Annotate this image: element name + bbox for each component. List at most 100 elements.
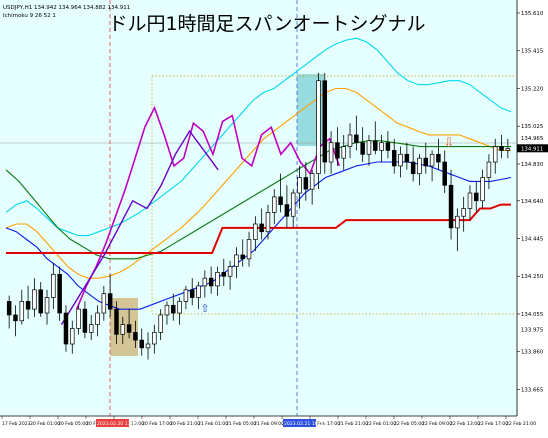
candle-body xyxy=(316,80,321,175)
time-tick-label: 22 Feb 09:00 xyxy=(422,421,452,427)
candle xyxy=(82,301,88,339)
candle xyxy=(442,150,447,194)
candle xyxy=(265,204,271,240)
price-tick-label: 135.415 xyxy=(521,49,543,55)
candle-body xyxy=(398,153,403,167)
price-level-label: 133.975 xyxy=(521,327,543,333)
candle xyxy=(171,293,176,321)
candle xyxy=(246,231,252,267)
candle-body xyxy=(107,293,113,310)
candle-body xyxy=(272,196,277,213)
candle xyxy=(398,146,403,178)
candle xyxy=(158,309,163,341)
candle-body xyxy=(57,273,62,314)
price-tick-label: 134.055 xyxy=(521,312,543,318)
candle xyxy=(297,165,302,209)
candle xyxy=(272,189,277,224)
candle-body xyxy=(366,140,372,155)
series-line-inner_band xyxy=(5,140,511,260)
candle xyxy=(499,134,504,159)
candle xyxy=(38,282,43,317)
candle-body xyxy=(410,161,416,175)
candle-body xyxy=(240,254,245,260)
candle xyxy=(278,173,283,213)
candle-body xyxy=(208,277,214,287)
candle xyxy=(133,320,138,348)
candle xyxy=(70,320,75,354)
candle-body xyxy=(385,142,391,151)
candle xyxy=(107,274,113,317)
candle xyxy=(76,305,81,335)
symbol-info: USDJPY,H1 134.942 134.964 134.882 134.91… xyxy=(3,5,130,11)
candle-body xyxy=(183,289,189,302)
candle-body xyxy=(19,301,25,322)
candle xyxy=(183,285,189,310)
candle-body xyxy=(278,196,283,205)
candle xyxy=(461,196,466,232)
candle xyxy=(341,134,346,170)
price-tick-label: 134.830 xyxy=(521,162,544,168)
candle-body xyxy=(429,153,435,167)
candle-body xyxy=(70,328,75,345)
time-tick-label: 22 Feb 17:00 xyxy=(478,421,508,427)
candle-body xyxy=(145,343,151,349)
candle xyxy=(177,297,182,325)
time-tick-label: 20 Feb 21:00 xyxy=(170,421,200,427)
candle xyxy=(114,301,119,344)
candle xyxy=(88,314,94,341)
candle xyxy=(19,289,25,325)
candle-body xyxy=(6,301,12,316)
candle-body xyxy=(139,339,144,349)
candle xyxy=(467,185,473,221)
candle xyxy=(6,295,12,329)
price-tick-label: 135.025 xyxy=(521,124,543,130)
candle-body xyxy=(335,142,340,159)
candle xyxy=(385,131,391,159)
candle-body xyxy=(171,304,176,314)
candle xyxy=(410,146,416,182)
candle xyxy=(290,189,296,228)
time-tick-label: 21 Feb 21:00 xyxy=(338,421,368,427)
candle-body xyxy=(253,223,258,240)
candle-body xyxy=(455,215,460,229)
candle-body xyxy=(448,184,454,229)
candle xyxy=(303,162,309,201)
candle-body xyxy=(196,285,201,298)
candle-body xyxy=(202,277,208,287)
time-tick-label: 21 Feb 01:00 xyxy=(198,421,228,427)
candle-body xyxy=(404,153,410,163)
candle-body xyxy=(246,239,252,260)
candle xyxy=(436,138,441,170)
chart-title: ドル円1時間足スパンオートシグナル xyxy=(108,13,425,35)
candle xyxy=(208,266,214,294)
candle xyxy=(25,285,31,319)
candle-body xyxy=(114,308,119,335)
candle xyxy=(373,121,378,155)
candle xyxy=(240,239,245,267)
candle-body xyxy=(164,304,170,316)
price-tick-label: 134.250 xyxy=(521,274,544,280)
candle xyxy=(215,266,220,296)
candle xyxy=(139,328,144,356)
candle xyxy=(316,73,321,190)
candle xyxy=(309,169,315,205)
candle-body xyxy=(347,134,353,147)
candle xyxy=(404,142,410,170)
time-tick-label: 22 Feb 21:00 xyxy=(506,421,536,427)
candle xyxy=(391,138,397,174)
candle-body xyxy=(474,192,479,202)
candle xyxy=(189,278,195,306)
time-tick-label: 21 Feb 17:00 xyxy=(310,421,340,427)
candle xyxy=(57,266,62,321)
candle-body xyxy=(25,301,31,310)
candle-body xyxy=(120,324,126,335)
candle xyxy=(32,278,37,317)
candle-body xyxy=(505,148,511,151)
candle-body xyxy=(436,153,441,163)
candle-body xyxy=(379,142,384,151)
candle-body xyxy=(101,293,107,314)
time-tick-label: 21 Feb 09:00 xyxy=(254,421,284,427)
time-marker-label: 2023.02.21 16:00 xyxy=(284,421,325,427)
candle xyxy=(221,258,227,286)
